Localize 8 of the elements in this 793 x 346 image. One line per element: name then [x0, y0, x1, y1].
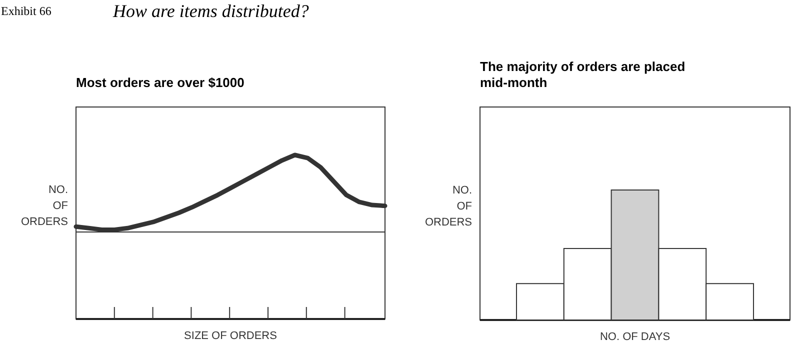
- text: How are items distributed?: [112, 1, 309, 21]
- y-axis-title: NO. OF ORDERS: [20, 184, 68, 228]
- chart-title: The majority of orders are placed mid-month: [480, 59, 686, 90]
- x-axis-title: SIZE OF ORDERS: [184, 330, 277, 342]
- x-axis-title: NO. OF DAYS: [600, 331, 670, 343]
- text: Exhibit 66: [1, 4, 52, 18]
- chart-title: Most orders are over $1000: [76, 75, 244, 90]
- y-axis-title: NO. OF ORDERS: [424, 184, 472, 228]
